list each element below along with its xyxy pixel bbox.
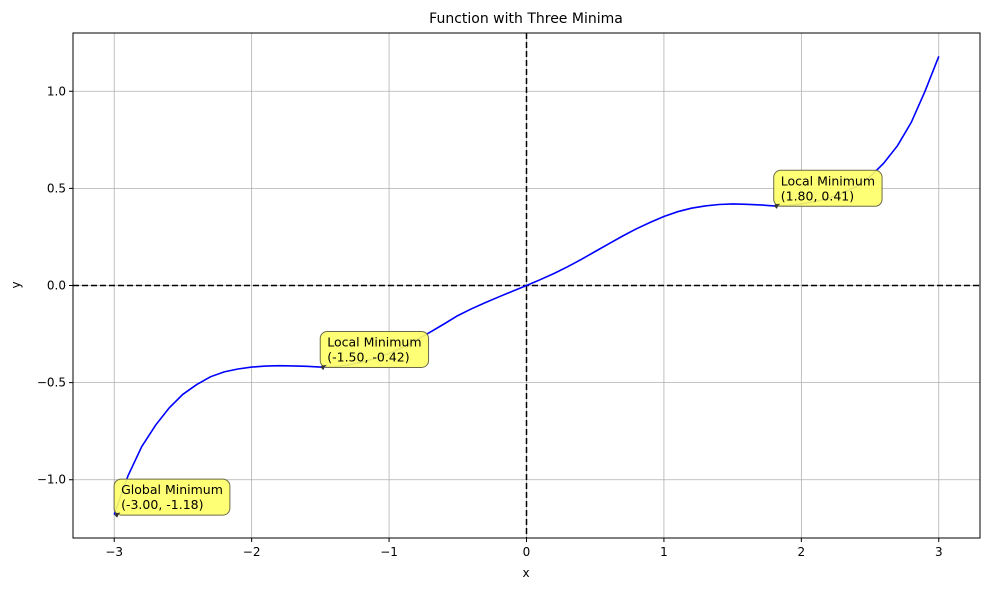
- annotation-arrowhead: [320, 365, 326, 371]
- x-tick-label: 2: [798, 545, 806, 559]
- annotation-title: Local Minimum: [327, 334, 421, 349]
- x-axis-label: x: [522, 566, 529, 580]
- annotations-layer: Global Minimum(-3.00, -1.18) Local Minimu…: [113, 169, 883, 518]
- annotation-box: [773, 169, 883, 207]
- annotation-title: Global Minimum: [121, 482, 223, 497]
- y-tick-label: 0.0: [47, 279, 66, 293]
- chart-title: Function with Three Minima: [429, 11, 623, 27]
- x-tick-label: −2: [243, 545, 261, 559]
- annotation-box: [113, 478, 231, 516]
- annotation-arrowhead: [773, 203, 779, 209]
- y-tick-label: 1.0: [47, 84, 66, 98]
- y-tick-label: −1.0: [37, 473, 66, 487]
- annotation-coords: (1.80, 0.41): [781, 188, 854, 203]
- annotation-box: [319, 330, 430, 368]
- x-tick-label: −1: [380, 545, 398, 559]
- annotation-title: Local Minimum: [781, 173, 875, 188]
- y-ticks: −1.0 −0.5 0.0 0.5 1.0: [37, 84, 73, 487]
- x-tick-label: 0: [523, 545, 531, 559]
- x-tick-label: 3: [935, 545, 943, 559]
- x-ticks: −3 −2 −1 0 1 2 3: [105, 538, 943, 559]
- annotation: Local Minimum(-1.50, -0.42): [319, 330, 430, 371]
- annotation-arrowhead: [114, 512, 120, 518]
- y-axis-label: y: [9, 281, 23, 288]
- annotation-coords: (-1.50, -0.42): [327, 349, 409, 364]
- annotation: Local Minimum(1.80, 0.41): [773, 169, 883, 209]
- annotation: Global Minimum(-3.00, -1.18): [113, 478, 231, 518]
- x-tick-label: −3: [105, 545, 123, 559]
- annotation-coords: (-3.00, -1.18): [121, 497, 203, 512]
- y-tick-label: 0.5: [47, 181, 66, 195]
- x-tick-label: 1: [660, 545, 668, 559]
- y-tick-label: −0.5: [37, 376, 66, 390]
